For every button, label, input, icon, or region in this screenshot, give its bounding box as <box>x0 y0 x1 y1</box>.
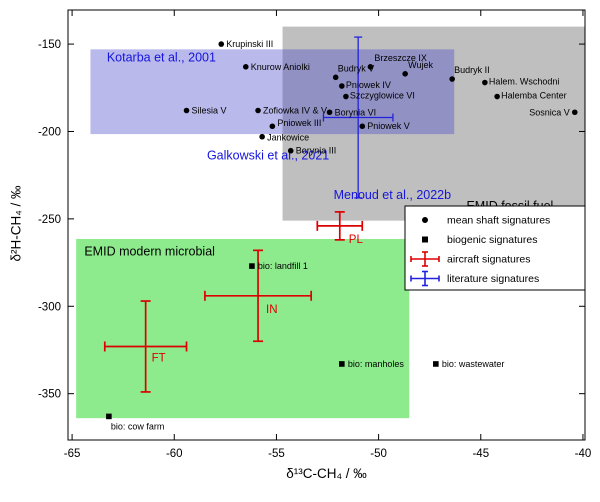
shaft-point <box>259 133 265 140</box>
shaft-point-label: Halem. Wschodni <box>489 77 560 87</box>
shaft-point <box>218 41 225 47</box>
region-label-kotarba-2001: Kotarba et al., 2001 <box>107 51 216 65</box>
x-tick-label: -65 <box>64 448 81 460</box>
shaft-point-label: Knurow Aniolki <box>251 62 310 72</box>
y-axis-label: δ²H-CH₄ / ‰ <box>8 185 24 262</box>
shaft-point <box>402 71 408 77</box>
shaft-point <box>326 109 333 116</box>
shaft-point-label: Budryk II <box>454 65 490 75</box>
shaft-point <box>367 64 374 70</box>
shaft-point-label: Wujek <box>408 60 433 70</box>
biogenic-point <box>106 413 112 420</box>
legend-item-label: mean shaft signatures <box>447 215 550 227</box>
region-kotarba-2001 <box>90 49 455 135</box>
shaft-point-label: Jankowice <box>267 133 309 143</box>
biogenic-point <box>433 361 439 367</box>
shaft-point <box>571 109 578 116</box>
legend-item-label: literature signatures <box>447 273 539 285</box>
y-tick-label: -350 <box>38 389 61 401</box>
shaft-point <box>269 123 276 130</box>
x-axis-label: δ¹³C-CH₄ / ‰ <box>286 466 367 481</box>
y-tick-label: -150 <box>38 39 61 51</box>
shaft-point <box>255 107 261 114</box>
legend-item-label: aircraft signatures <box>447 254 530 266</box>
x-tick-label: -50 <box>370 448 387 460</box>
x-tick-label: -45 <box>472 448 489 460</box>
shaft-point-label: Borynia VI <box>335 107 377 117</box>
x-tick-label: -60 <box>166 448 183 460</box>
shaft-point <box>449 76 455 82</box>
region-label-emid-modern-microbial: EMID modern microbial <box>84 245 215 259</box>
legend-square-symbol <box>422 236 428 243</box>
shaft-point <box>183 107 190 114</box>
shaft-point <box>359 123 366 130</box>
region-emid-modern-microbial <box>76 238 410 419</box>
biogenic-point <box>339 361 345 367</box>
x-tick-label: -40 <box>575 448 592 460</box>
biogenic-point <box>249 263 255 269</box>
region-emid-fossil-fuel <box>282 26 585 221</box>
shaft-point <box>287 147 294 154</box>
shaft-point <box>242 64 249 70</box>
shaft-point-label: Szczyglowice VI <box>350 91 415 101</box>
shaft-point-label: Pniowek IV <box>346 80 391 90</box>
annotation-menoud-2022b: Menoud et al., 2022b <box>334 188 451 202</box>
biogenic-point-label: bio: wastewater <box>442 359 505 369</box>
shaft-point-label: Borynia III <box>296 146 337 156</box>
biogenic-point-label: bio: landfill 1 <box>258 261 308 271</box>
legend-item-label: biogenic signatures <box>447 234 537 246</box>
annotation-galkowski-2021: Galkowski et al., 2021 <box>207 148 329 162</box>
shaft-point-label: Krupinski III <box>226 39 273 49</box>
shaft-point <box>332 74 339 81</box>
biogenic-point-label: bio: manholes <box>348 359 405 369</box>
aircraft-label-PL: PL <box>349 234 364 246</box>
shaft-point-label: Zofiowka IV & V <box>263 106 327 116</box>
x-tick-label: -55 <box>268 448 285 460</box>
y-tick-label: -300 <box>38 301 61 313</box>
aircraft-label-FT: FT <box>152 352 166 364</box>
shaft-point-label: Sosnica V <box>529 107 570 117</box>
shaft-point-label: Pniowek III <box>277 118 321 128</box>
shaft-point-label: Budryk V <box>338 63 375 73</box>
shaft-point <box>339 83 345 89</box>
shaft-point-label: Halemba Center <box>501 91 567 101</box>
shaft-point-label: Silesia V <box>192 106 227 116</box>
y-tick-label: -250 <box>38 214 61 226</box>
shaft-point <box>482 79 488 86</box>
legend-box <box>404 205 586 291</box>
shaft-point-label: Brzeszcze IX <box>374 53 427 63</box>
shaft-point <box>494 93 500 100</box>
shaft-point-label: Pniowek V <box>367 121 410 131</box>
shaft-point <box>343 93 349 100</box>
biogenic-point-label: bio: cow farm <box>111 421 165 431</box>
legend-dot-symbol <box>422 217 428 223</box>
aircraft-label-IN: IN <box>266 304 278 316</box>
y-tick-label: -200 <box>38 126 61 138</box>
